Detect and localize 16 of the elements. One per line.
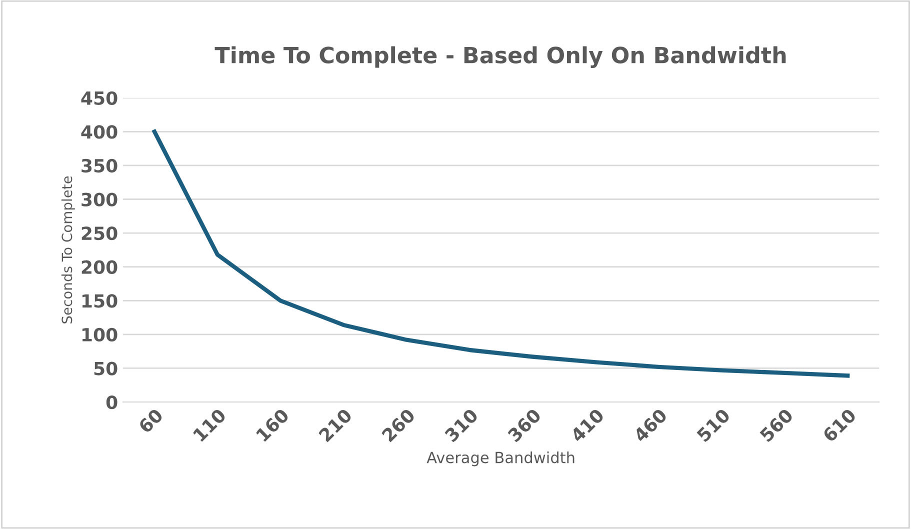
chart-title: Time To Complete - Based Only On Bandwidth: [214, 46, 786, 68]
x-tick-label: 610: [822, 408, 857, 443]
y-tick-label: 450: [81, 91, 118, 105]
y-tick-label: 350: [82, 158, 118, 173]
y-tick-label: 300: [82, 192, 118, 206]
x-tick-label: 60: [138, 408, 164, 434]
y-axis-title: Seconds To Complete: [61, 176, 75, 324]
y-tick-label: 50: [94, 362, 118, 376]
y-tick-label: 0: [106, 396, 118, 410]
y-tick-label: 250: [82, 226, 118, 240]
x-axis-title: Average Bandwidth: [426, 451, 574, 466]
y-tick-label: 100: [82, 328, 118, 342]
y-tick-label: 400: [81, 125, 118, 139]
y-tick-label: 150: [82, 294, 118, 308]
line-series: [152, 130, 850, 378]
y-tick-label: 200: [82, 260, 118, 274]
